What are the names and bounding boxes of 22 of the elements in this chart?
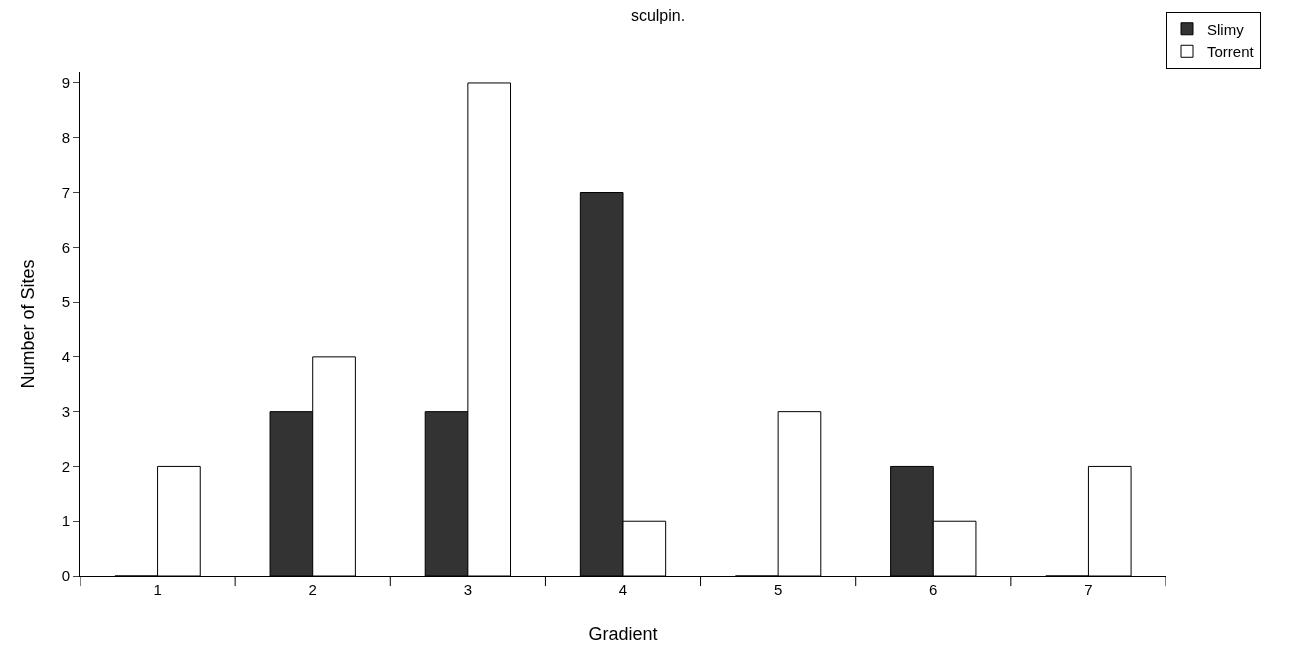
y-tick-label: 0: [61, 567, 70, 585]
legend-label: Torrent: [1207, 43, 1255, 61]
x-axis-title: Gradient: [588, 624, 658, 644]
x-tick-label: 5: [773, 581, 783, 598]
x-tick-label: 2: [308, 581, 317, 598]
x-tick-label: 6: [929, 581, 938, 598]
y-axis-title: Number of Sites: [18, 259, 38, 389]
x-tick-label: 4: [618, 581, 628, 598]
x-tick-label: 1: [153, 581, 162, 598]
y-tick-label: 9: [61, 74, 70, 92]
x-tick-label: 7: [1084, 581, 1093, 598]
legend-label: Slimy: [1207, 20, 1245, 38]
y-tick-label: 5: [61, 293, 70, 311]
y-tick-label: 3: [61, 402, 70, 420]
y-tick-label: 8: [61, 128, 70, 146]
y-tick-label: 1: [61, 512, 70, 530]
y-tick-label: 4: [61, 348, 70, 366]
x-tick-label: 3: [463, 581, 473, 598]
y-tick-label: 6: [61, 238, 70, 256]
y-tick-label: 7: [61, 183, 70, 201]
chart-title: sculpin.: [630, 7, 686, 25]
y-tick-label: 2: [61, 457, 70, 475]
